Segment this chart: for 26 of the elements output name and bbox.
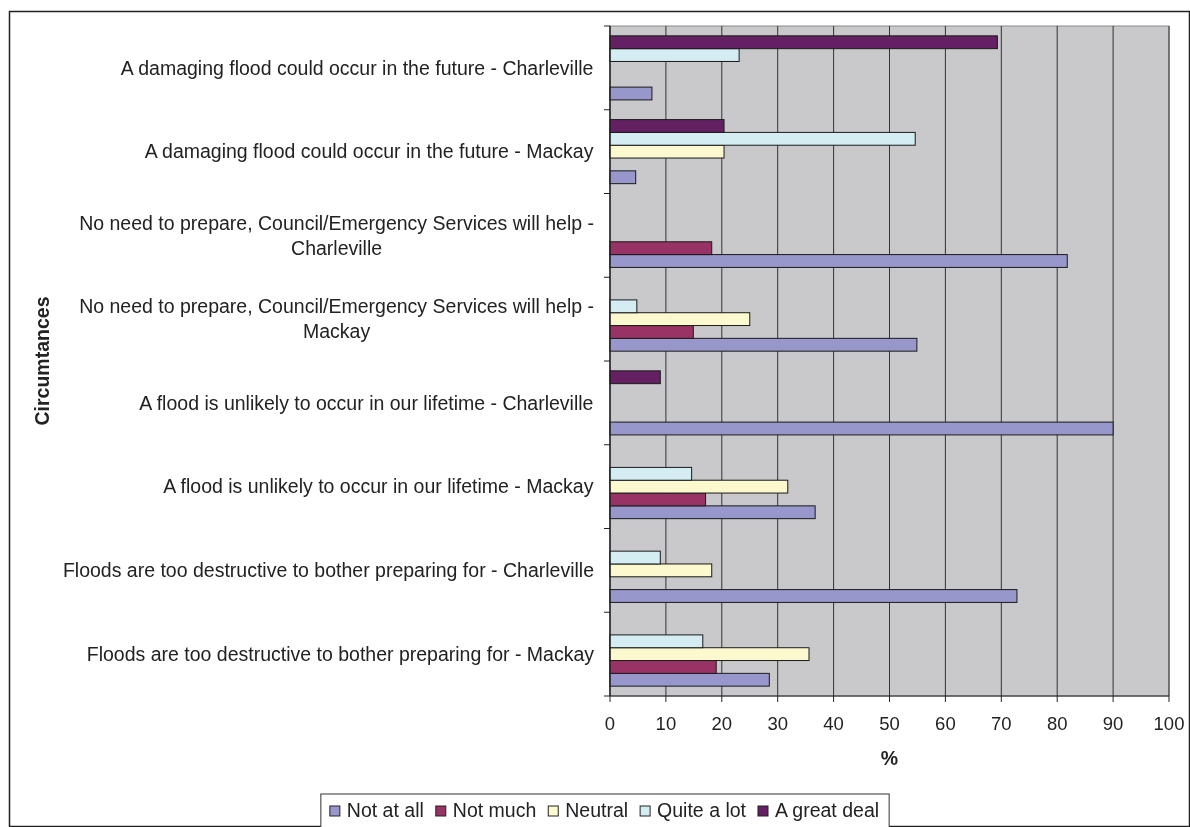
y-tick-label: No need to prepare, Council/Emergency Services will help - Charleville bbox=[79, 211, 594, 259]
y-tick-label: Floods are too destructive to bother preparing for - Charleville bbox=[62, 559, 595, 582]
y-tick-label: A damaging flood could occur in the future - Mackay bbox=[144, 140, 594, 163]
legend-label: A great deal bbox=[774, 798, 880, 821]
y-tick-label: A damaging flood could occur in the future - Charleville bbox=[120, 56, 594, 79]
y-tick-label: A flood is unlikely to occur in our lifetime - Charleville bbox=[139, 391, 594, 414]
legend-label: Neutral bbox=[565, 798, 629, 821]
x-tick-label: 30 bbox=[767, 713, 788, 734]
x-tick-label: 40 bbox=[823, 713, 844, 734]
x-tick-label: 50 bbox=[879, 713, 900, 734]
legend-label: Not at all bbox=[346, 798, 424, 821]
x-tick-label: 20 bbox=[711, 713, 733, 734]
y-tick-label: Floods are too destructive to bother preparing for - Mackay bbox=[86, 642, 595, 665]
x-tick-label: 100 bbox=[1153, 713, 1185, 734]
legend-label: Quite a lot bbox=[657, 798, 747, 821]
y-tick-label: No need to prepare, Council/Emergency Services will help - Mackay bbox=[79, 295, 594, 343]
legend-label: Not much bbox=[452, 798, 537, 821]
x-tick-label: 60 bbox=[935, 713, 956, 734]
x-axis-title: % bbox=[880, 747, 899, 769]
x-tick-label: 80 bbox=[1046, 713, 1068, 734]
x-tick-label: 10 bbox=[655, 713, 677, 734]
x-tick-label: 0 bbox=[604, 713, 616, 734]
y-axis-title: Circumtances bbox=[31, 296, 53, 426]
x-tick-label: 90 bbox=[1102, 713, 1124, 734]
x-tick-label: 70 bbox=[991, 713, 1012, 734]
y-tick-label: A flood is unlikely to occur in our lifetime - Mackay bbox=[163, 475, 594, 498]
